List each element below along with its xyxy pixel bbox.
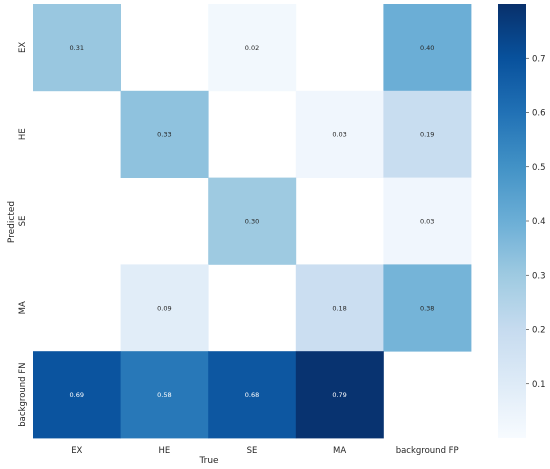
y-tick-label: MA — [18, 301, 28, 314]
cell-value-label: 0.30 — [245, 218, 259, 226]
x-tick-label: MA — [333, 446, 346, 456]
cell-value-label: 0.79 — [332, 391, 346, 399]
x-tick-label: background FP — [396, 446, 459, 456]
cell-value-label: 0.02 — [245, 44, 259, 52]
cell-value-label: 0.09 — [157, 304, 171, 312]
heatmap-cell — [120, 90, 209, 178]
heatmap-cell — [383, 177, 472, 265]
colorbar-tick-label: 0.5 — [532, 163, 546, 173]
cell-value-label: 0.69 — [70, 391, 84, 399]
heatmap-cell — [383, 264, 472, 352]
colorbar-tick-label: 0.6 — [532, 109, 546, 119]
heatmap-cell — [120, 351, 209, 439]
colorbar-tick-label: 0.7 — [532, 54, 546, 64]
y-axis-title: Predicted — [7, 201, 17, 243]
x-tick-label: EX — [71, 446, 82, 456]
heatmap-cell — [120, 264, 209, 352]
heatmap-cell — [33, 4, 121, 92]
y-tick-label: background FN — [18, 362, 28, 426]
heatmap-cell — [208, 4, 297, 92]
heatmap-cell — [383, 90, 472, 178]
y-tick-label: EX — [18, 42, 28, 53]
heatmap-cell — [295, 264, 384, 352]
heatmap-cell — [295, 90, 384, 178]
cell-value-label: 0.38 — [420, 304, 434, 312]
heatmap-cells — [33, 4, 472, 439]
cell-value-label: 0.18 — [332, 304, 346, 312]
cell-value-label: 0.03 — [420, 218, 434, 226]
colorbar-tick-label: 0.2 — [532, 326, 546, 336]
colorbar-tick-label: 0.4 — [532, 217, 546, 227]
colorbar-tick-label: 0.1 — [532, 380, 546, 390]
y-tick-label: HE — [18, 128, 28, 140]
cell-value-label: 0.40 — [420, 44, 434, 52]
x-axis-tick-labels: EX HE SE MA background FP — [71, 446, 459, 456]
cell-value-label: 0.58 — [157, 391, 171, 399]
x-tick-label: SE — [247, 446, 258, 456]
x-tick-label: HE — [159, 446, 171, 456]
colorbar-tick-label: 0.3 — [532, 271, 546, 281]
cell-value-label: 0.33 — [157, 131, 171, 139]
colorbar — [498, 4, 526, 438]
cell-value-label: 0.19 — [420, 131, 434, 139]
cell-value-label: 0.68 — [245, 391, 259, 399]
heatmap-cell — [208, 351, 297, 439]
cell-value-label: 0.31 — [70, 44, 84, 52]
heatmap-cell — [33, 351, 121, 439]
x-axis-title: True — [198, 456, 219, 466]
colorbar-tick-labels: 0.1 0.2 0.3 0.4 0.5 0.6 0.7 — [526, 54, 546, 390]
heatmap-cell — [383, 4, 472, 92]
heatmap-cell — [208, 177, 297, 265]
cell-value-label: 0.03 — [332, 131, 346, 139]
y-axis-tick-labels: EX HE SE MA background FN — [18, 42, 28, 427]
heatmap-cell — [295, 351, 384, 439]
y-tick-label: SE — [18, 216, 28, 227]
heatmap-cell-labels: 0.31 0.02 0.40 0.33 0.03 0.19 0.30 0.03 0.09 0.18… — [70, 44, 435, 399]
